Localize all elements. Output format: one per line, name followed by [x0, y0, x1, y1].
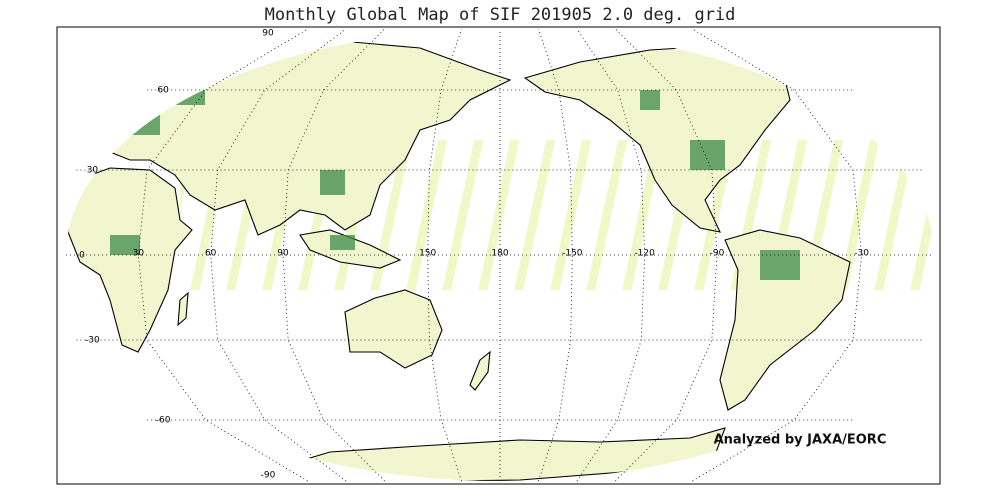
lat-label: -60 [156, 416, 171, 426]
lon-label: 150 [419, 249, 436, 259]
lon-label: 180 [491, 249, 508, 259]
meridian [427, 28, 462, 482]
south-america [719, 229, 851, 411]
lat-label: 0 [79, 251, 85, 261]
map-title: Monthly Global Map of SIF 201905 2.0 deg… [265, 5, 736, 25]
australia [344, 289, 443, 369]
meridian [538, 28, 573, 482]
map-body [67, 39, 934, 481]
frame [56, 26, 941, 485]
lon-label: 90 [277, 249, 289, 259]
credit: Analyzed by JAXA/EORC [714, 433, 887, 448]
lat-label: 60 [157, 86, 169, 96]
new-zealand [469, 350, 491, 391]
africa [67, 167, 193, 353]
lat-label: 90 [262, 29, 274, 39]
lon-label: -90 [710, 249, 725, 259]
lon-label: -150 [562, 249, 583, 259]
lat-label: 30 [87, 166, 99, 176]
lon-label: 30 [133, 249, 145, 259]
greenland [814, 44, 906, 111]
meridian [692, 28, 863, 482]
lat-label: -90 [261, 471, 276, 481]
lon-label: -30 [854, 249, 869, 259]
lon-label: -120 [634, 249, 655, 259]
graticule: 90 60 30 0 -30 -60 -90 30 60 90 150 180 -150 -120 -90 -… [66, 29, 934, 482]
lon-label: 60 [205, 249, 217, 259]
lat-label: -30 [85, 336, 100, 346]
antarctica [269, 427, 726, 481]
madagascar [177, 291, 189, 327]
meridian [137, 28, 308, 482]
